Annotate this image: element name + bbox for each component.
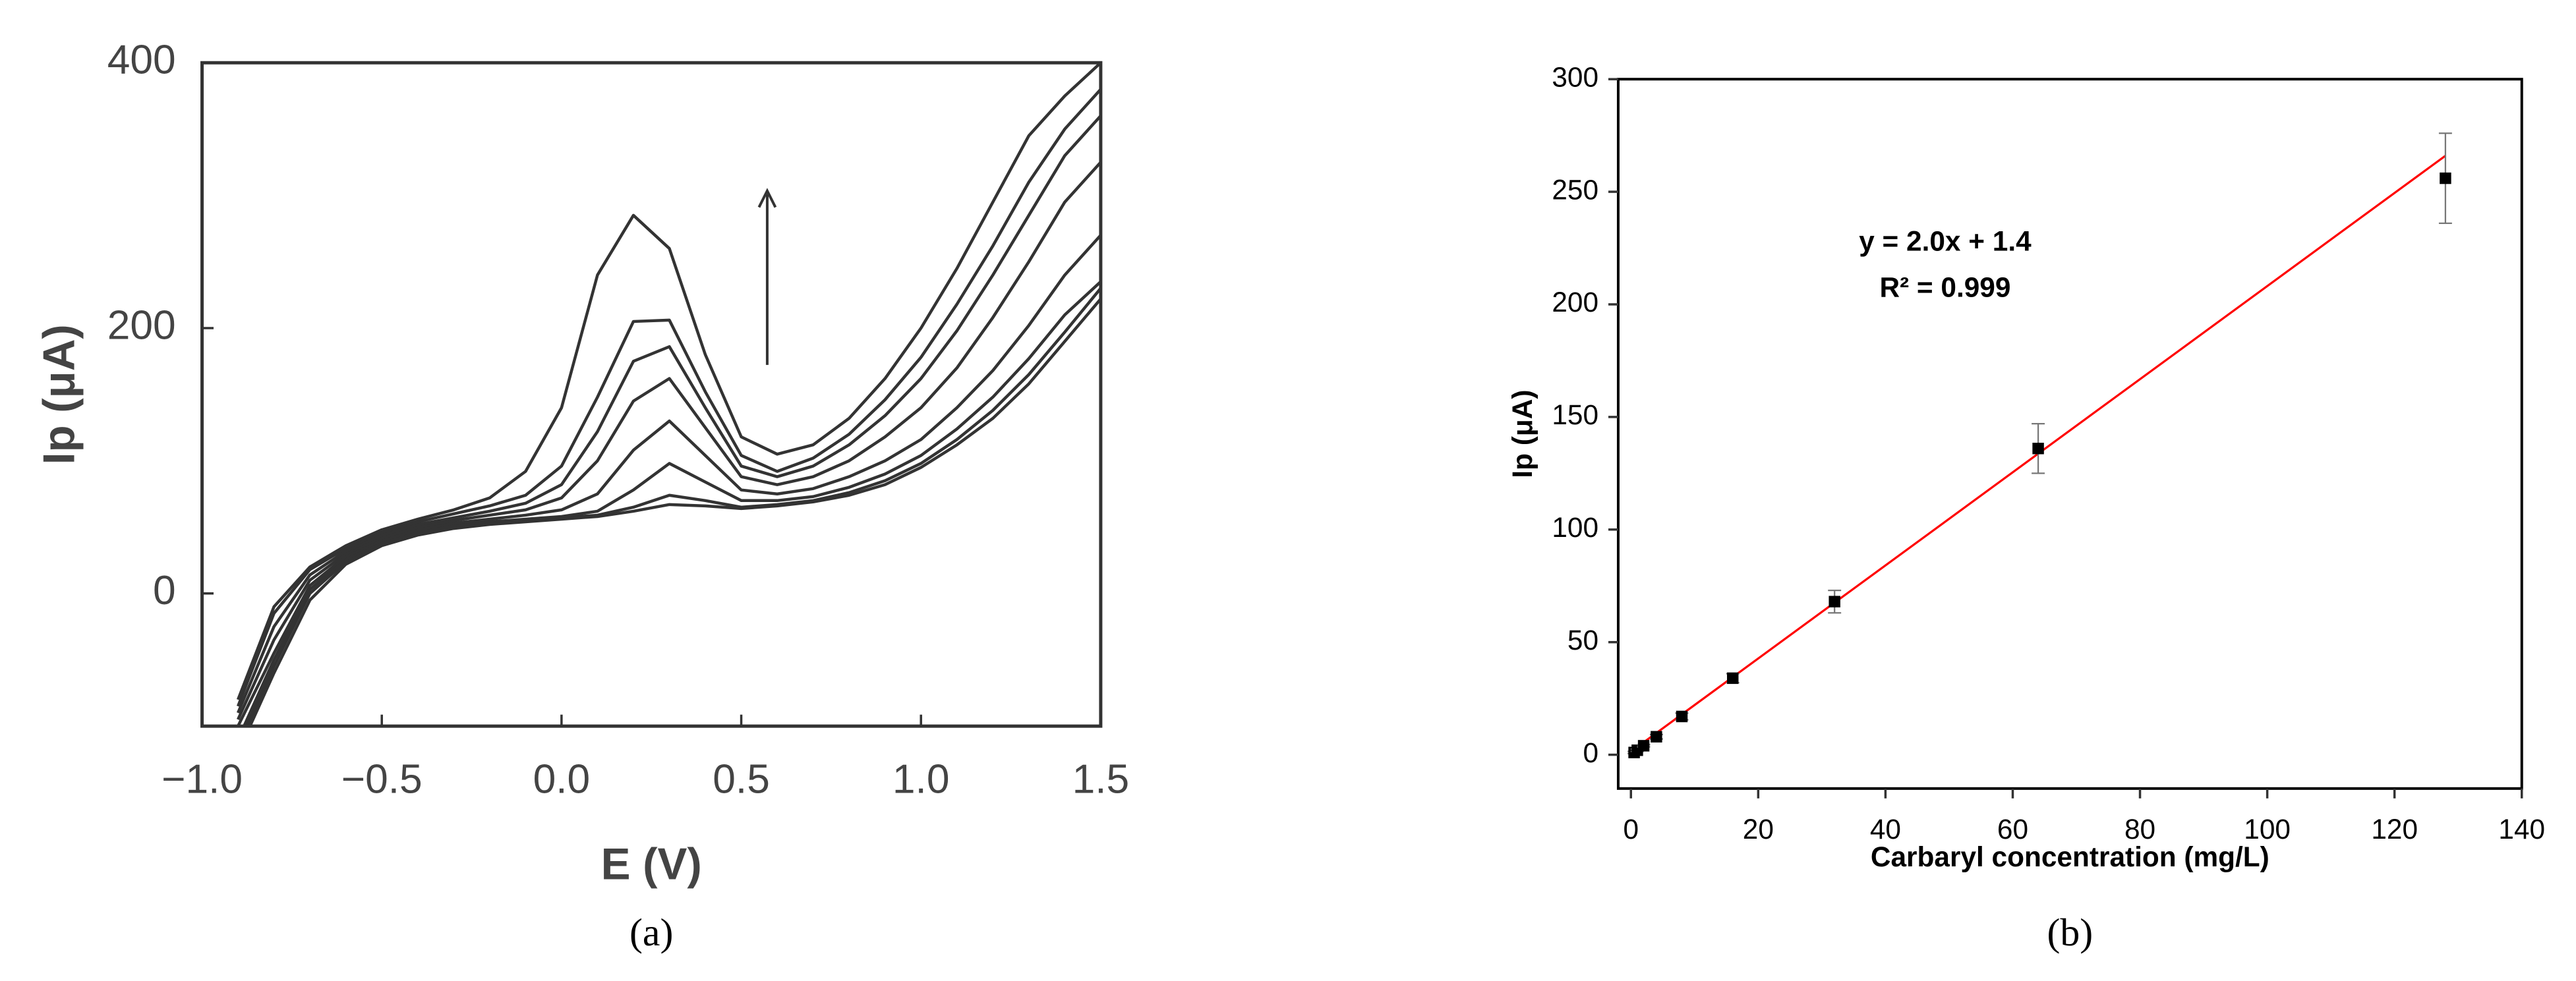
annotation: y = 2.0x + 1.4 [1859, 226, 2032, 257]
x-tick-label: 0.5 [713, 756, 770, 802]
curve [248, 298, 1101, 727]
curve [237, 115, 1101, 714]
point [1651, 731, 1662, 743]
point [1637, 740, 1650, 752]
caption: (b) [2047, 911, 2093, 954]
x-tick-label: 60 [1997, 814, 2028, 845]
point [1727, 672, 1739, 685]
y-axis-label: Ip (μA) [34, 324, 84, 464]
y-tick-label: 150 [1552, 399, 1598, 430]
y-tick-label: 200 [1552, 287, 1598, 318]
curve [237, 161, 1101, 721]
point [2440, 172, 2451, 184]
x-tick-label: −1.0 [161, 756, 243, 802]
y-tick-label: 0 [1583, 737, 1598, 768]
curve [237, 234, 1101, 727]
x-tick-label: 40 [1870, 814, 1901, 845]
curves [236, 63, 1101, 727]
x-tick-label: 80 [2124, 814, 2155, 845]
y-tick-label: 200 [107, 302, 176, 348]
x-tick-label: 100 [2244, 814, 2291, 845]
y-tick-label: 0 [153, 568, 176, 613]
x-tick-label: 0 [1623, 814, 1639, 845]
x-tick-label: 1.5 [1072, 756, 1130, 802]
x-tick-label: −0.5 [341, 756, 423, 802]
point [1829, 596, 1840, 607]
y-tick-label: 250 [1552, 174, 1598, 205]
y-tick-label: 400 [107, 38, 176, 83]
plot-frame [1616, 78, 2523, 790]
arrow-head [757, 188, 777, 208]
point [2032, 443, 2044, 455]
x-tick-label: 0.0 [533, 756, 591, 802]
plot-frame [200, 61, 1103, 728]
caption: (a) [629, 911, 673, 954]
curve [242, 280, 1101, 727]
y-tick-label: 100 [1552, 512, 1598, 543]
curve [245, 287, 1101, 727]
x-tick-label: 120 [2371, 814, 2418, 845]
curve [236, 88, 1101, 707]
x-tick-label: 1.0 [893, 756, 950, 802]
x-tick-label: 140 [2498, 814, 2545, 845]
y-tick-label: 50 [1567, 625, 1598, 656]
x-axis-label: Carbaryl concentration (mg/L) [1871, 841, 2269, 872]
point [1676, 710, 1688, 723]
x-axis-label: E (V) [601, 839, 702, 889]
y-axis-label: Ip (μA) [1507, 389, 1538, 478]
y-tick-label: 300 [1552, 61, 1598, 92]
annotation: R² = 0.999 [1879, 271, 2010, 302]
curve [236, 63, 1101, 700]
x-tick-label: 20 [1743, 814, 1774, 845]
